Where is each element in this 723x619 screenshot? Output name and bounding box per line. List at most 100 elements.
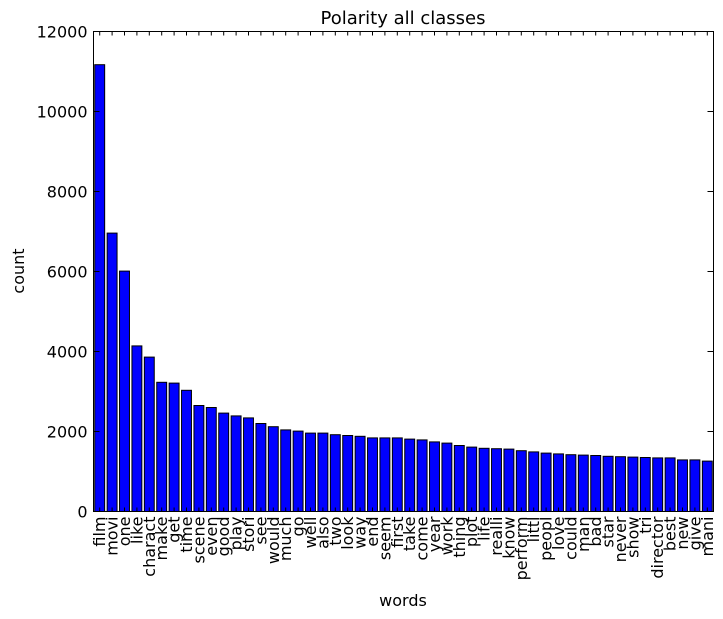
x-tick-label: make xyxy=(152,517,171,561)
bar-charact xyxy=(143,356,155,512)
x-tick-label: perform xyxy=(512,517,531,581)
bar-well xyxy=(305,432,316,513)
x-tick-label: like xyxy=(127,517,146,544)
x-tick-label: come xyxy=(413,517,432,561)
bar-know xyxy=(503,448,515,513)
bar-stori xyxy=(243,417,254,512)
x-tick-label: work xyxy=(437,516,456,555)
x-tick-label: one xyxy=(115,517,134,547)
x-tick-label: littl xyxy=(524,517,543,543)
bars-group xyxy=(94,64,713,513)
x-tick-label: play xyxy=(227,517,246,551)
bar-take xyxy=(404,438,416,513)
bar-bad xyxy=(590,455,602,512)
x-tick-label: go xyxy=(289,517,308,537)
x-tick-label: show xyxy=(623,517,642,558)
y-tick-label: 0 xyxy=(77,503,87,522)
bar-best xyxy=(664,457,676,512)
y-tick-label: 10000 xyxy=(37,103,88,122)
bar-thing xyxy=(453,445,465,512)
bar-life xyxy=(478,447,490,512)
bar-good xyxy=(218,412,230,513)
x-tick-label: seem xyxy=(375,517,394,561)
bar-littl xyxy=(528,451,540,512)
x-tick-label: tri xyxy=(636,517,655,534)
x-tick-label: director xyxy=(648,516,667,579)
y-tick-label: 6000 xyxy=(47,263,88,282)
bar-movi xyxy=(106,232,118,512)
bar-first xyxy=(391,437,403,512)
x-tick-label: mani xyxy=(698,517,717,557)
bar-see xyxy=(255,423,267,512)
bar-come xyxy=(416,439,428,512)
bar-scene xyxy=(193,405,205,512)
bar-show xyxy=(627,456,639,513)
bar-time xyxy=(181,389,192,512)
bar-could xyxy=(565,454,577,513)
x-tick-label: give xyxy=(685,517,704,551)
bar-tri xyxy=(639,457,651,512)
x-tick-label: thing xyxy=(450,517,469,558)
bar-go xyxy=(292,430,304,513)
bar-work xyxy=(441,442,453,513)
bar-would xyxy=(267,426,279,513)
x-tick-label: realli xyxy=(487,517,506,556)
bar-make xyxy=(156,381,168,512)
x-tick-label: movi xyxy=(103,517,122,556)
bar-peopl xyxy=(540,452,552,513)
x-tick-label: year xyxy=(425,516,444,552)
x-tick-label: could xyxy=(561,517,580,560)
bar-much xyxy=(280,429,292,512)
x-tick-label: take xyxy=(400,517,419,552)
x-tick-label: look xyxy=(338,516,357,550)
y-axis-label: count xyxy=(9,248,28,293)
bar-love xyxy=(553,453,564,512)
x-tick-label: get xyxy=(165,517,184,543)
x-tick-label: stori xyxy=(239,517,258,552)
x-tick-label: way xyxy=(351,517,370,549)
bar-new xyxy=(677,459,688,512)
x-tick-label: scene xyxy=(189,517,208,564)
x-tick-label: end xyxy=(363,517,382,547)
bar-year xyxy=(429,441,440,512)
x-tick-label: even xyxy=(202,517,221,556)
x-tick-label: love xyxy=(549,517,568,551)
bar-play xyxy=(230,415,242,512)
x-tick-label: good xyxy=(214,517,233,557)
bar-man xyxy=(577,454,589,513)
x-tick-label: star xyxy=(599,516,618,547)
y-tick-label: 2000 xyxy=(47,423,88,442)
bar-film xyxy=(94,64,106,512)
x-tick-label: never xyxy=(611,516,630,562)
x-tick-label: time xyxy=(177,517,196,553)
bar-one xyxy=(119,270,130,512)
bar-get xyxy=(168,382,180,512)
chart-title: Polarity all classes xyxy=(321,8,486,29)
plot-frame xyxy=(93,31,714,512)
x-tick-label: life xyxy=(475,517,494,541)
y-tick-label: 8000 xyxy=(47,183,88,202)
x-tick-label: well xyxy=(301,517,320,549)
x-axis-ticks: filmmovionelikecharactmakegettimesceneev… xyxy=(90,31,717,581)
bar-never xyxy=(615,456,626,513)
x-tick-label: peopl xyxy=(537,517,556,561)
bar-end xyxy=(367,437,378,512)
y-axis-ticks: 0 2000 4000 6000 8000 10000 12000 xyxy=(37,23,714,522)
bar-mani xyxy=(701,460,713,513)
x-tick-label: first xyxy=(388,517,407,548)
x-tick-label: bad xyxy=(586,517,605,547)
bar-realli xyxy=(491,448,502,513)
bar-perform xyxy=(515,450,527,513)
bar-also xyxy=(317,432,329,513)
y-tick-label: 12000 xyxy=(37,23,88,42)
x-tick-label: see xyxy=(251,517,270,545)
x-tick-label: also xyxy=(313,517,332,549)
bar-star xyxy=(602,455,614,512)
x-tick-label: plot xyxy=(462,517,481,548)
x-tick-label: new xyxy=(673,517,692,550)
bar-even xyxy=(205,407,217,512)
x-axis-label: words xyxy=(379,591,427,610)
x-tick-label: man xyxy=(574,517,593,553)
bar-give xyxy=(689,459,701,512)
